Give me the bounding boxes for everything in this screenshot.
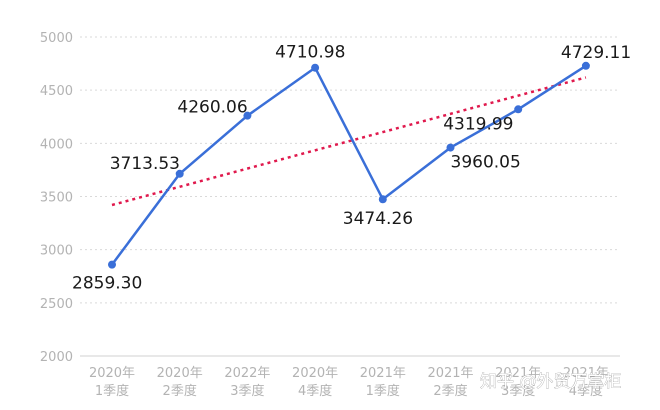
data-point: [243, 111, 252, 120]
data-point: [175, 169, 184, 178]
x-tick-label: 3季度: [230, 383, 264, 399]
x-tick-label: 2022年: [224, 366, 270, 381]
data-labels: 2859.30 3713.53 4260.06 4710.98 3474.26 3960.…: [72, 43, 631, 294]
data-point: [378, 195, 387, 204]
x-tick-label: 4季度: [298, 383, 332, 399]
x-tick-label: 2季度: [433, 383, 467, 399]
data-point: [446, 143, 455, 152]
x-tick-label: 2季度: [163, 383, 197, 399]
data-label: 4319.99: [443, 114, 513, 134]
y-tick-label: 4000: [40, 137, 73, 152]
data-label: 2859.30: [72, 274, 142, 294]
data-label: 4710.98: [275, 43, 345, 63]
grid-lines: [80, 36, 620, 357]
x-tick-label: 1季度: [366, 383, 400, 399]
data-point: [311, 63, 320, 72]
data-point: [581, 61, 590, 70]
data-label: 4729.11: [561, 43, 631, 63]
y-tick-label: 5000: [40, 31, 73, 46]
data-label: 3960.05: [451, 153, 521, 173]
x-tick-label: 2021年: [563, 366, 609, 381]
y-tick-label: 3500: [40, 191, 73, 206]
x-tick-label: 2021年: [360, 366, 406, 381]
y-tick-label: 4500: [40, 84, 73, 99]
watermark-text: 知乎 @外贸万掌柜: [480, 372, 621, 392]
data-label: 4260.06: [177, 98, 247, 118]
x-tick-label: 2020年: [157, 366, 203, 381]
x-tick-label: 1季度: [95, 383, 129, 399]
x-axis-ticks: 2020年 1季度 2020年 2季度 2022年 3季度 2020年 4季度 2021年 1季度…: [89, 366, 609, 399]
x-tick-label: 2020年: [89, 366, 135, 381]
y-tick-label: 3000: [40, 244, 73, 259]
data-label: 3713.53: [110, 154, 180, 174]
x-tick-label: 2021年: [495, 366, 541, 381]
x-tick-label: 4季度: [569, 383, 603, 399]
data-points: [108, 61, 590, 269]
series-line: [110, 64, 587, 266]
x-tick-label: 2021年: [427, 366, 473, 381]
data-label: 3474.26: [343, 209, 413, 229]
x-tick-label: 3季度: [501, 383, 535, 399]
data-point: [108, 260, 116, 269]
y-axis-ticks: 2000 2500 3000 3500 4000 4500 5000: [40, 31, 73, 365]
x-tick-label: 2020年: [292, 366, 338, 381]
y-tick-label: 2500: [40, 297, 73, 312]
data-point: [514, 105, 523, 114]
trend-line: [111, 76, 587, 207]
y-tick-label: 2000: [40, 350, 73, 365]
